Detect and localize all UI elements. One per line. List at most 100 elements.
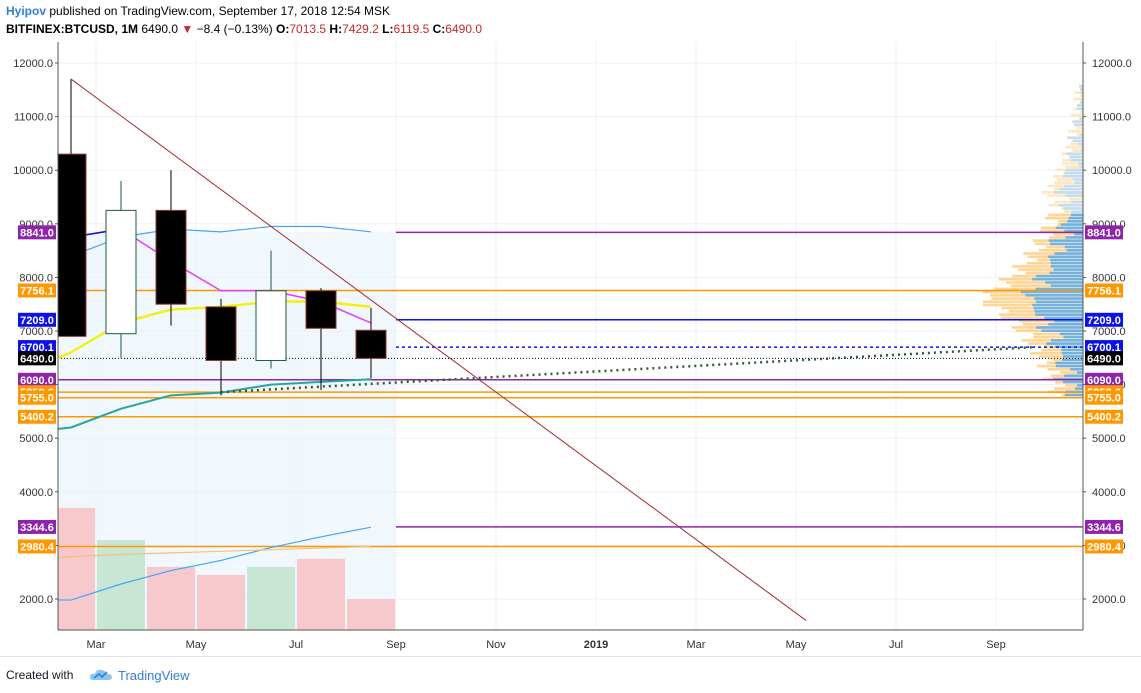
level-badge-text: 5400.2: [1087, 412, 1121, 424]
time-tick-label: Mar: [687, 639, 706, 651]
price-tick-right: 8000.0: [1092, 272, 1126, 284]
level-badge: [1085, 372, 1123, 387]
volume-bar: [0, 478, 45, 630]
profile-bar-buy: [1079, 84, 1083, 88]
level-badge: [18, 539, 56, 554]
price-chart[interactable]: 2000.03000.04000.05000.06000.07000.08000…: [0, 42, 1141, 656]
author-name[interactable]: Hyipov: [6, 4, 47, 18]
lower-band-line: [58, 378, 372, 430]
tradingview-link[interactable]: TradingView: [118, 668, 190, 683]
price-tick-right: 10000.0: [1092, 165, 1132, 177]
level-badge: [1085, 539, 1123, 554]
volume-bar: [247, 566, 295, 630]
profile-bar-buy: [1053, 191, 1083, 194]
profile-bar-buy: [1050, 265, 1083, 268]
profile-bar-buy: [1076, 104, 1083, 107]
volume-bar: [347, 599, 395, 630]
volume-ma2-line: [58, 545, 372, 559]
profile-bar-sell: [1053, 232, 1083, 236]
level-badge-text: 3344.6: [20, 522, 54, 534]
profile-bar-buy: [1062, 175, 1083, 178]
volume-bar: [147, 566, 195, 630]
level-badge: [1085, 409, 1123, 424]
price-tick-right: 12000.0: [1092, 58, 1132, 70]
profile-bar-sell: [1064, 165, 1083, 168]
profile-bar-buy: [1064, 229, 1083, 233]
level-badge-text: 6700.1: [20, 342, 54, 354]
price-tick-left: 5000.0: [19, 433, 53, 445]
profile-bar-buy: [1034, 297, 1083, 300]
profile-bar-sell: [1076, 126, 1083, 130]
profile-bar-sell: [1056, 178, 1083, 181]
level-badge: [18, 351, 56, 366]
level-badge-text: 2980.4: [1087, 541, 1122, 553]
profile-bar-buy: [1079, 165, 1083, 168]
level-badge: [1085, 340, 1123, 355]
down-arrow-icon: ▼: [181, 22, 194, 36]
level-badge: [18, 225, 56, 240]
profile-bar-buy: [1064, 393, 1083, 397]
profile-bar-buy: [1064, 374, 1083, 378]
right-price-axis[interactable]: 2000.03000.04000.05000.06000.07000.08000…: [1083, 58, 1132, 606]
symbol-info: BITFINEX:BTCUSD, 1M 6490.0 ▼ −8.4 (−0.13…: [6, 22, 482, 36]
close-value: 6490.0: [445, 22, 482, 36]
profile-bar-buy: [1035, 300, 1083, 304]
time-tick-label: May: [186, 639, 207, 651]
profile-bar-buy: [1041, 329, 1083, 332]
profile-bar-buy: [1035, 326, 1083, 329]
profile-bar-sell: [1010, 284, 1083, 287]
profile-bar-buy: [1089, 95, 1090, 98]
profile-bar-buy: [1069, 155, 1083, 159]
level-badge: [1085, 519, 1123, 534]
profile-bar-buy: [1071, 210, 1083, 214]
level-badge-text: 5400.2: [20, 412, 54, 424]
price-tick-right: 2000.0: [1092, 594, 1126, 606]
price-tick-left: 4000.0: [19, 487, 53, 499]
published-text: published on TradingView.com, September …: [49, 4, 391, 18]
price-tick-right: 7000.0: [1092, 326, 1126, 338]
profile-bar-buy: [1054, 252, 1083, 255]
profile-bar-buy: [1054, 319, 1083, 323]
profile-bar-sell: [1059, 371, 1083, 374]
profile-bar-buy: [1067, 220, 1083, 223]
profile-bar-buy: [1071, 200, 1083, 204]
profile-bar-buy: [1063, 335, 1083, 339]
profile-bar-buy: [1020, 290, 1083, 294]
profile-bar-buy: [1066, 152, 1083, 156]
profile-bar-sell: [1032, 332, 1083, 336]
profile-bar-buy: [1079, 117, 1083, 120]
profile-bar-buy: [1078, 162, 1083, 165]
level-badge-text: 8841.0: [1087, 227, 1121, 239]
tradingview-cloud-icon: [89, 669, 112, 680]
level-badge-text: 5755.0: [1087, 393, 1121, 405]
level-badge-text: 6700.1: [1087, 342, 1121, 354]
profile-bar-sell: [1054, 200, 1083, 204]
profile-bar-buy: [1088, 111, 1089, 114]
price-tick-left: 7000.0: [19, 326, 53, 338]
profile-bar-buy: [1062, 358, 1083, 361]
profile-bar-buy: [1059, 203, 1083, 207]
profile-bar-sell: [1065, 384, 1083, 387]
level-badge-text: 6490.0: [1087, 353, 1121, 365]
profile-bar-buy: [1059, 332, 1083, 336]
profile-bar-sell: [1068, 130, 1083, 133]
price-tick-left: 11000.0: [14, 112, 53, 124]
profile-bar-buy: [1050, 261, 1083, 265]
volume-bar: [297, 558, 345, 630]
profile-bar-buy: [1073, 178, 1083, 181]
trend-lines[interactable]: [70, 78, 1037, 621]
created-with-text: Created with: [6, 668, 74, 682]
symbol-timeframe: BITFINEX:BTCUSD, 1M: [6, 22, 138, 36]
level-badge: [18, 372, 56, 387]
profile-bar-buy: [1070, 213, 1083, 217]
profile-bar-buy: [1053, 268, 1083, 271]
price-tick-right: 4000.0: [1092, 487, 1126, 499]
profile-bar-buy: [1081, 97, 1083, 101]
profile-bar-sell: [1074, 91, 1083, 95]
time-axis[interactable]: Mar May Jul Sep Nov 2019 Mar May Jul Sep: [87, 639, 1006, 651]
low-value: 6119.5: [393, 22, 430, 36]
time-tick-label: May: [786, 639, 807, 651]
profile-bar-buy: [1032, 277, 1083, 281]
level-badge-text: 7756.1: [20, 285, 54, 297]
level-badge: [1085, 351, 1123, 366]
